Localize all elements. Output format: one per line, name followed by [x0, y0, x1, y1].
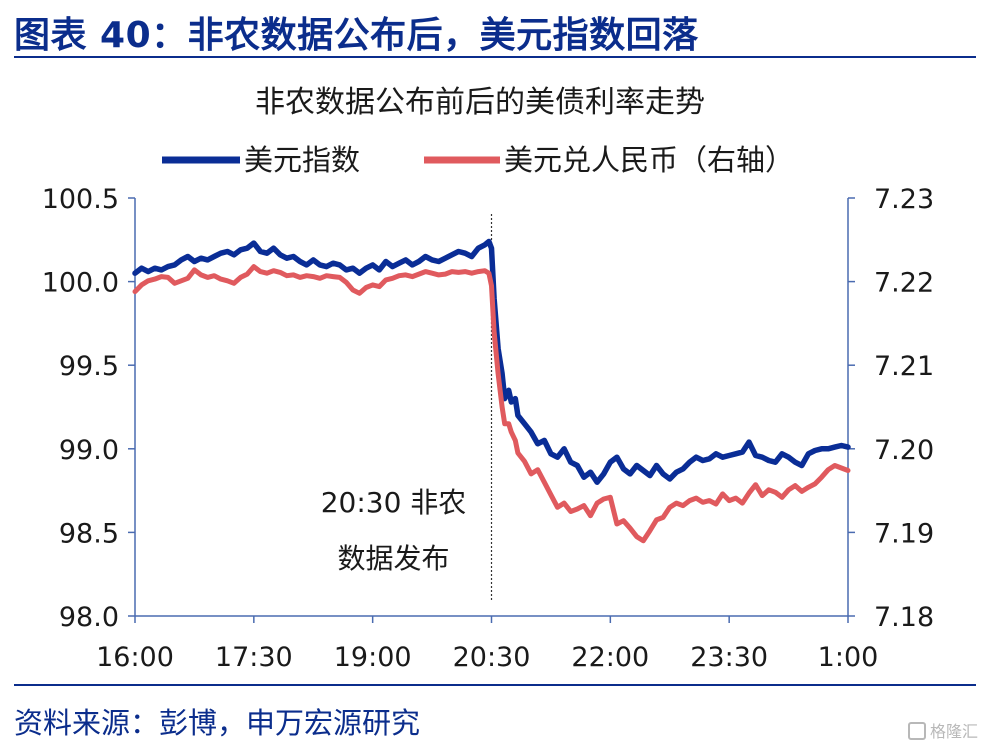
- footer-rule: [14, 684, 976, 686]
- legend: 美元指数 美元兑人民币（右轴）: [162, 143, 794, 177]
- x-tick-label: 23:30: [690, 642, 768, 673]
- x-tick-label: 16:00: [96, 642, 174, 673]
- chart-title: 非农数据公布前后的美债利率走势: [255, 85, 705, 120]
- left-tick-label: 100.0: [42, 268, 119, 299]
- legend-label-usdcny: 美元兑人民币（右轴）: [504, 143, 794, 177]
- x-tick-label: 19:00: [334, 642, 412, 673]
- series-line-usdcny: [132, 264, 851, 544]
- watermark: 格隆汇: [907, 718, 978, 742]
- left-tick-label: 99.5: [59, 351, 119, 382]
- figure-title: 图表 40：非农数据公布后，美元指数回落: [14, 15, 699, 56]
- left-tick-label: 98.0: [59, 602, 119, 633]
- left-tick-label: 99.0: [59, 435, 119, 466]
- right-tick-label: 7.22: [874, 268, 934, 299]
- x-tick-label: 17:30: [215, 642, 293, 673]
- right-tick-label: 7.18: [874, 602, 934, 633]
- annotation-line-1: 20:30 非农: [321, 486, 467, 519]
- line-chart: 非农数据公布前后的美债利率走势 美元指数 美元兑人民币（右轴） 100.5100…: [42, 85, 934, 673]
- x-tick-label: 22:00: [571, 642, 649, 673]
- axes: 100.5 100.0 99.5 99.0 98.5 98.0 7.23 7.22 7.21 7.…: [42, 184, 934, 673]
- left-tick-label: 98.5: [59, 518, 119, 549]
- watermark-logo-icon: [907, 722, 926, 740]
- right-tick-label: 7.20: [874, 435, 934, 466]
- right-tick-label: 7.21: [874, 351, 934, 382]
- right-tick-label: 7.19: [874, 518, 934, 549]
- legend-label-dxy: 美元指数: [244, 143, 360, 177]
- annotation-line-2: 数据发布: [337, 542, 449, 575]
- series-lines: [132, 238, 851, 544]
- title-rule: [14, 56, 976, 58]
- x-tick-label: 1:00: [818, 642, 879, 673]
- source-note: 资料来源：彭博，申万宏源研究: [14, 706, 421, 740]
- watermark-text: 格隆汇: [929, 722, 978, 741]
- right-tick-label: 7.23: [874, 184, 934, 215]
- x-tick-label: 20:30: [453, 642, 531, 673]
- left-tick-label: 100.5: [42, 184, 119, 215]
